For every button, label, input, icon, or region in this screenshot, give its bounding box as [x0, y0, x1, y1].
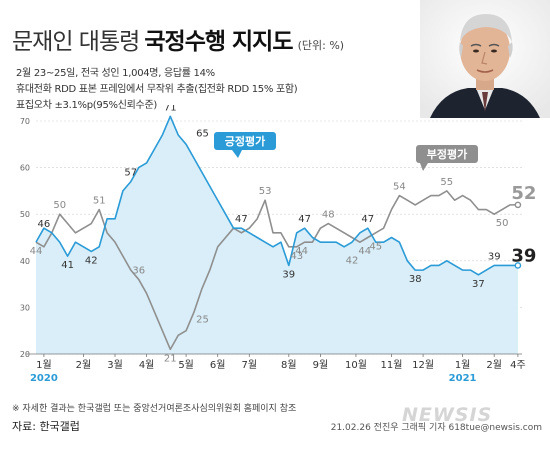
approve-final-label: 39: [511, 245, 536, 266]
x-tick-label-8: 9월: [313, 359, 329, 371]
x-tick-label-10: 11월: [381, 359, 403, 371]
approve-callout: 긍정평가: [214, 132, 276, 158]
graphic-credit: 21.02.26 전진우 그래픽 기자 618tue@newsis.com: [330, 423, 542, 433]
disapprove-value-label-8: 48: [322, 210, 335, 221]
source-label: 자료: 한국갤럽: [12, 420, 80, 433]
approve-area: [36, 116, 518, 354]
disapprove-value-label-14: 44: [358, 246, 371, 257]
survey-info-error: 표집오차 ±3.1%p(95%신뢰수준): [16, 100, 157, 111]
x-tick-label-7: 8월: [281, 359, 297, 371]
y-axis: 20 30 40 50 60 70: [20, 117, 30, 359]
approve-value-label-9: 47: [361, 214, 374, 225]
disapprove-value-label-6: 53: [259, 186, 272, 197]
approve-value-label-3: 57: [124, 168, 137, 179]
disapprove-value-label-5: 25: [196, 315, 209, 326]
approve-value-label-0: 46: [38, 219, 51, 230]
year-label-0: 2020: [30, 373, 58, 384]
approve-value-label-4: 71: [164, 105, 177, 113]
disapprove-callout-box: [416, 145, 478, 163]
president-portrait-image: [420, 0, 550, 118]
approve-value-label-7: 39: [282, 269, 295, 280]
y-tick-label-70: 70: [20, 117, 30, 126]
footnote: ※ 자세한 결과는 한국갤럽 또는 중앙선거여론조사심의위원회 홈페이지 참조: [12, 404, 297, 414]
approve-value-label-5: 65: [196, 128, 209, 139]
newsis-watermark: NEWSIS: [402, 404, 493, 426]
y-tick-label-30: 30: [20, 303, 30, 312]
x-tick-label-14: 4주: [510, 360, 526, 371]
y-tick-label-20: 20: [20, 350, 30, 359]
disapprove-value-label-10: 45: [369, 242, 382, 253]
approve-value-label-2: 42: [85, 255, 98, 266]
disapprove-value-label-1: 50: [53, 200, 66, 211]
approve-value-label-10: 38: [409, 274, 422, 285]
disapprove-value-label-0: 44: [30, 246, 43, 257]
disapprove-callout-pointer: [420, 163, 428, 171]
x-tick-label-13: 2월: [486, 359, 502, 371]
x-tick-label-4: 5월: [178, 359, 194, 371]
x-tick-label-5: 6월: [210, 359, 226, 371]
approve-final-point: [514, 262, 522, 269]
chart-header: 문재인 대통령 국정수행 지지도 (단위: %) 2월 23~25일, 전국 성…: [0, 0, 550, 118]
approve-value-label-11: 37: [472, 279, 485, 290]
disapprove-callout: 부정평가: [416, 145, 478, 171]
series-lines: [35, 115, 518, 351]
title-bold: 국정수행 지지도: [144, 29, 293, 55]
disapprove-value-label-15: 44: [295, 246, 308, 257]
disapprove-value-label-3: 36: [132, 265, 145, 276]
approve-value-label-12: 39: [488, 251, 501, 262]
disapprove-callout-text: 부정평가: [427, 147, 467, 161]
year-label-1: 2021: [449, 373, 477, 384]
approve-value-label-6: 47: [235, 214, 248, 225]
title-unit: (단위: %): [297, 39, 345, 52]
x-tick-label-11: 12월: [412, 359, 434, 371]
x-axis: 1월 2월 3월 4월 5월 6월 7월 8월 9월 10월 11월 12월 1월 2월 4주 2020 202…: [26, 353, 526, 384]
chart-title: 문재인 대통령 국정수행 지지도 (단위: %): [12, 22, 344, 56]
approve-series-line: [35, 115, 518, 276]
disapprove-final-point: [514, 201, 522, 209]
y-tick-label-60: 60: [20, 164, 30, 173]
x-tick-label-3: 4월: [139, 359, 155, 371]
survey-info-method: 휴대전화 RDD 표본 프레임에서 무작위 추출(집전화 RDD 15% 포함): [16, 84, 298, 95]
disapprove-value-label-7: 43: [290, 251, 303, 262]
y-tick-label-40: 40: [20, 257, 30, 266]
disapprove-final-label: 52: [511, 183, 536, 204]
y-tick-label-50: 50: [20, 210, 30, 219]
approve-value-label-8: 47: [298, 214, 311, 225]
x-tick-label-6: 7월: [242, 359, 258, 371]
title-main: 문재인 대통령: [12, 29, 140, 55]
data-labels: 46 41 42 57 71 65 47 39 47 47 38 37 39 44 50 51 36 21 25 53…: [30, 105, 537, 364]
disapprove-value-label-9: 42: [346, 255, 359, 266]
disapprove-value-label-11: 54: [393, 182, 406, 193]
x-tick-label-12: 1월: [455, 359, 471, 371]
x-tick-label-2: 3월: [107, 359, 123, 371]
disapprove-value-label-4: 21: [164, 353, 177, 364]
disapprove-series-line: [35, 190, 518, 351]
x-tick-label-0: 1월: [36, 359, 52, 371]
x-tick-label-1: 2월: [76, 359, 92, 371]
approve-value-label-1: 41: [61, 260, 74, 271]
x-tick-label-9: 10월: [345, 359, 367, 371]
approve-area-fill: [36, 116, 518, 354]
disapprove-value-label-12: 55: [440, 177, 453, 188]
disapprove-value-label-13: 50: [496, 218, 509, 229]
approve-callout-pointer: [232, 150, 242, 158]
approve-callout-box: [214, 132, 276, 150]
survey-info-date: 2월 23~25일, 전국 성인 1,004명, 응답률 14%: [16, 68, 215, 79]
disapprove-value-label-2: 51: [93, 196, 106, 207]
approve-callout-text: 긍정평가: [225, 134, 265, 148]
